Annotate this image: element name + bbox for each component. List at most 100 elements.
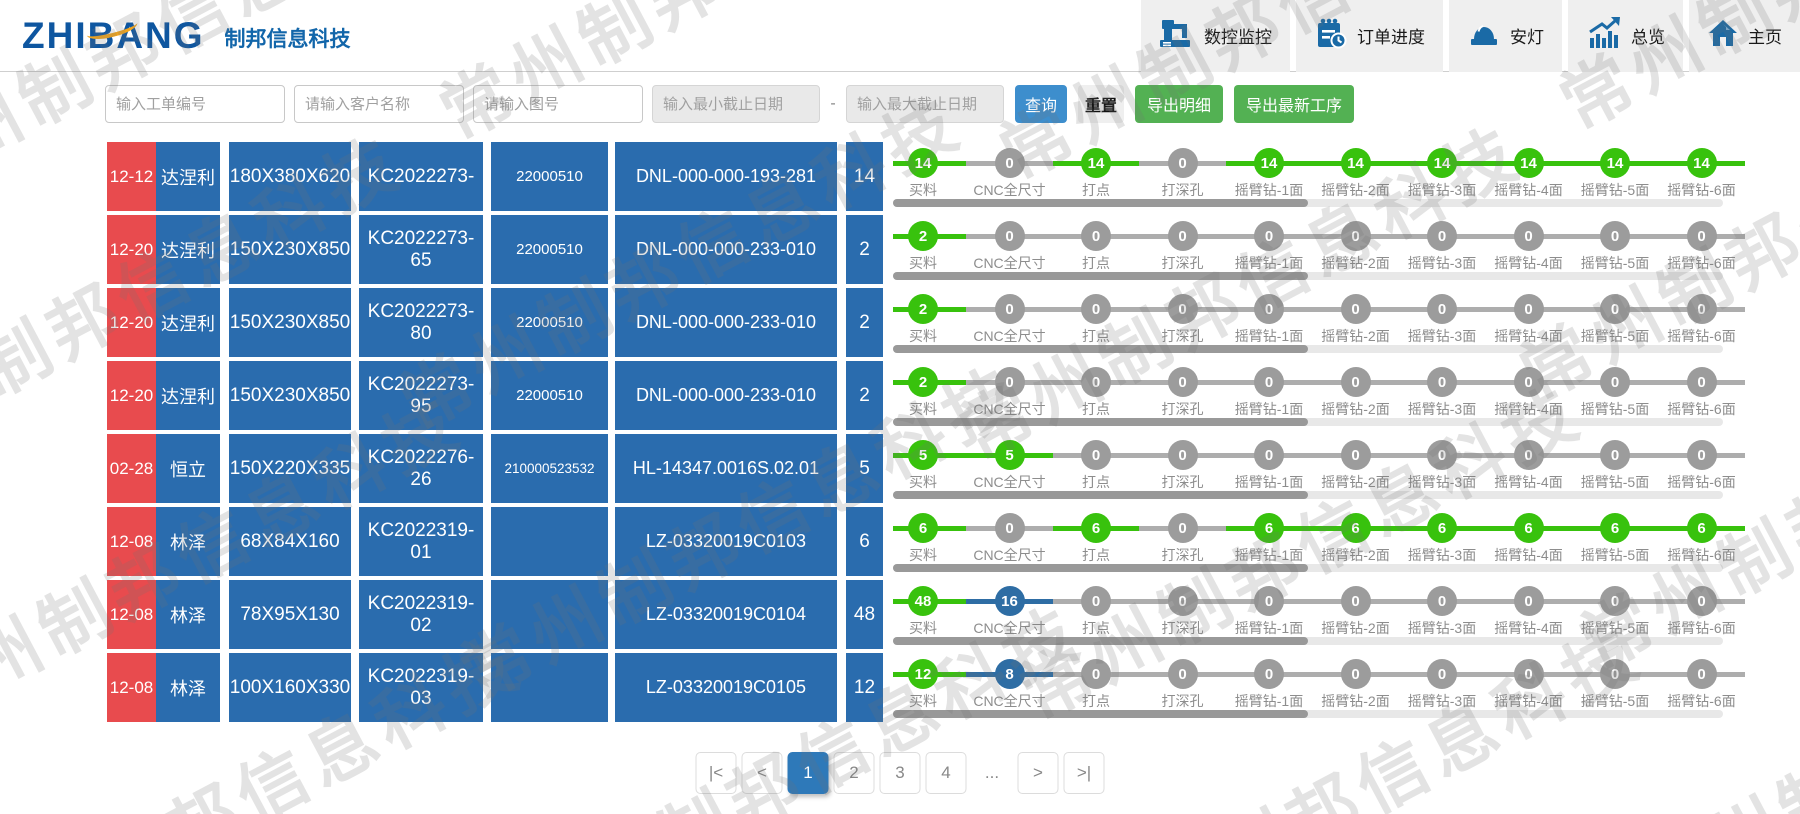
drawing-cell: LZ-03320019C0105 <box>615 653 837 722</box>
process-step-label: 摇臂钻-6面 <box>1667 547 1736 563</box>
pagination-prev-button[interactable]: < <box>741 752 783 794</box>
customer-name-input[interactable] <box>294 85 464 123</box>
table-row[interactable]: 12-20 达涅利 150X230X850 KC2022273-95 22000510 D… <box>107 361 1800 430</box>
progress-scrollbar-thumb[interactable] <box>893 637 1308 645</box>
table-row[interactable]: 12-20 达涅利 150X230X850 KC2022273-65 22000510 D… <box>107 215 1800 284</box>
track-segment <box>1701 526 1745 531</box>
process-step-node: 0 <box>1686 586 1717 616</box>
search-button[interactable]: 查询 <box>1015 85 1067 123</box>
process-step-node: 0 <box>1167 659 1198 689</box>
process-step-label: CNC全尺寸 <box>973 401 1046 417</box>
pagination-last-button[interactable]: >| <box>1063 752 1105 794</box>
export-detail-button[interactable]: 导出明细 <box>1135 85 1224 123</box>
progress-scrollbar-thumb[interactable] <box>893 418 1308 426</box>
table-row[interactable]: 12-08 林泽 100X160X330 KC2022319-03 LZ-0332001… <box>107 653 1800 722</box>
progress-scrollbar-track[interactable] <box>893 272 1723 280</box>
pagination-page-1-button[interactable]: 1 <box>787 752 829 794</box>
track-segment <box>1269 380 1313 385</box>
nav-item-home[interactable]: 主页 <box>1689 0 1800 72</box>
table-row[interactable]: 02-28 恒立 150X220X335 KC2022276-26 2100005235… <box>107 434 1800 503</box>
process-step-label: 摇臂钻-2面 <box>1321 620 1390 636</box>
process-step-label: 打深孔 <box>1161 620 1204 636</box>
pagination-next-button[interactable]: > <box>1017 752 1059 794</box>
track-segment <box>1269 234 1313 239</box>
progress-scrollbar-track[interactable] <box>893 491 1723 499</box>
track-segment <box>1269 453 1313 458</box>
progress-scrollbar-thumb[interactable] <box>893 272 1308 280</box>
process-step-label: 摇臂钻-1面 <box>1234 474 1304 490</box>
progress-scrollbar-track[interactable] <box>893 564 1723 572</box>
max-due-date-input[interactable] <box>846 85 1004 123</box>
drawing-cell: LZ-03320019C0104 <box>615 580 837 649</box>
table-row[interactable]: 12-08 林泽 68X84X160 KC2022319-01 LZ-03320019C… <box>107 507 1800 576</box>
process-step-label: 摇臂钻-5面 <box>1580 328 1650 344</box>
track-segment <box>1225 380 1269 385</box>
process-step-node: 0 <box>1081 294 1111 324</box>
process-step-node: 0 <box>1340 221 1371 251</box>
progress-scrollbar-thumb[interactable] <box>893 564 1308 572</box>
min-due-date-input[interactable] <box>652 85 820 123</box>
process-step-node: 0 <box>1686 367 1717 397</box>
process-step-label: 摇臂钻-4面 <box>1494 401 1563 417</box>
process-step-label: 摇臂钻-4面 <box>1494 620 1563 636</box>
pagination-page-2-button[interactable]: 2 <box>833 752 875 794</box>
progress-scrollbar-track[interactable] <box>893 199 1723 207</box>
track-segment <box>1658 599 1702 604</box>
track-segment <box>1485 599 1529 604</box>
progress-scrollbar-thumb[interactable] <box>893 345 1308 353</box>
table-row[interactable]: 12-20 达涅利 150X230X850 KC2022273-80 22000510 D… <box>107 288 1800 357</box>
track-segment <box>1225 161 1269 166</box>
qty-cell: 2 <box>846 215 883 284</box>
progress-scrollbar-thumb[interactable] <box>893 199 1308 207</box>
process-step-label: 买料 <box>909 255 937 271</box>
track-segment <box>1615 161 1659 166</box>
track-segment <box>1355 599 1399 604</box>
track-segment <box>1139 599 1183 604</box>
export-latest-process-button[interactable]: 导出最新工序 <box>1234 85 1355 123</box>
track-segment <box>1009 307 1053 312</box>
process-step-label: 摇臂钻-4面 <box>1494 693 1563 709</box>
reset-button[interactable]: 重置 <box>1078 85 1124 123</box>
track-segment <box>1009 380 1053 385</box>
process-step-label: CNC全尺寸 <box>973 255 1046 271</box>
process-step-node: 0 <box>1254 221 1284 251</box>
process-step-node: 0 <box>994 221 1025 251</box>
track-segment <box>1571 161 1615 166</box>
track-segment <box>1701 234 1745 239</box>
process-step-node: 0 <box>1427 367 1457 397</box>
process-step-label: 摇臂钻-5面 <box>1580 547 1650 563</box>
progress-scrollbar-track[interactable] <box>893 345 1723 353</box>
nav-item-order-progress[interactable]: 订单进度 <box>1296 0 1443 72</box>
nav-item-andon[interactable]: 安灯 <box>1449 0 1562 72</box>
process-step-label: 摇臂钻-4面 <box>1494 255 1563 271</box>
nav-item-cnc-monitor[interactable]: 数控监控 <box>1141 0 1290 72</box>
pagination-first-button[interactable]: |< <box>695 752 737 794</box>
track-segment <box>1096 307 1140 312</box>
progress-scrollbar-thumb[interactable] <box>893 491 1308 499</box>
pagination-page-3-button[interactable]: 3 <box>879 752 921 794</box>
pagination-page-4-button[interactable]: 4 <box>925 752 967 794</box>
nav-item-overview[interactable]: 总览 <box>1568 0 1683 72</box>
process-step-node: 0 <box>1254 659 1284 689</box>
track-segment <box>1485 234 1529 239</box>
table-row[interactable]: 12-08 林泽 78X95X130 KC2022319-02 LZ-03320019C… <box>107 580 1800 649</box>
process-step-node: 6 <box>1686 513 1717 543</box>
track-segment <box>1701 672 1745 677</box>
progress-scrollbar-track[interactable] <box>893 418 1723 426</box>
process-step-label: CNC全尺寸 <box>973 620 1046 636</box>
drawing-no-input[interactable] <box>473 85 643 123</box>
progress-scrollbar-thumb[interactable] <box>893 710 1308 718</box>
date-cell: 12-08 <box>107 580 156 649</box>
date-cell: 12-08 <box>107 653 156 722</box>
progress-scrollbar-track[interactable] <box>893 637 1723 645</box>
track-segment <box>1312 307 1356 312</box>
progress-scrollbar-track[interactable] <box>893 710 1723 718</box>
table-row[interactable]: 12-12 达涅利 180X380X620 KC2022273- 22000510 DNL… <box>107 142 1800 211</box>
process-step-node: 14 <box>1254 148 1284 178</box>
process-step-node: 0 <box>1600 294 1630 324</box>
track-segment <box>1701 599 1745 604</box>
process-step-node: 0 <box>1254 367 1284 397</box>
track-segment <box>1052 672 1096 677</box>
work-order-input[interactable] <box>105 85 285 123</box>
track-segment <box>966 526 1010 531</box>
